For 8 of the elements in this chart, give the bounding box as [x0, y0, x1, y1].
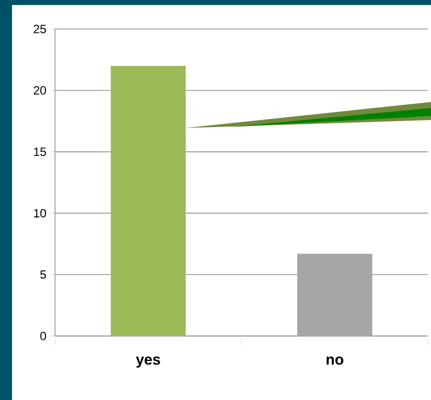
y-tick-label: 25	[34, 24, 46, 34]
y-tick-label: 0	[40, 332, 46, 340]
y-tick-label: 15	[34, 148, 46, 156]
x-tick-label: yes	[136, 356, 160, 368]
y-tick-label: 5	[40, 270, 46, 279]
x-tick-label: no	[326, 356, 344, 365]
y-tick-label: 20	[34, 86, 46, 95]
y-tick-label: 10	[34, 208, 46, 218]
